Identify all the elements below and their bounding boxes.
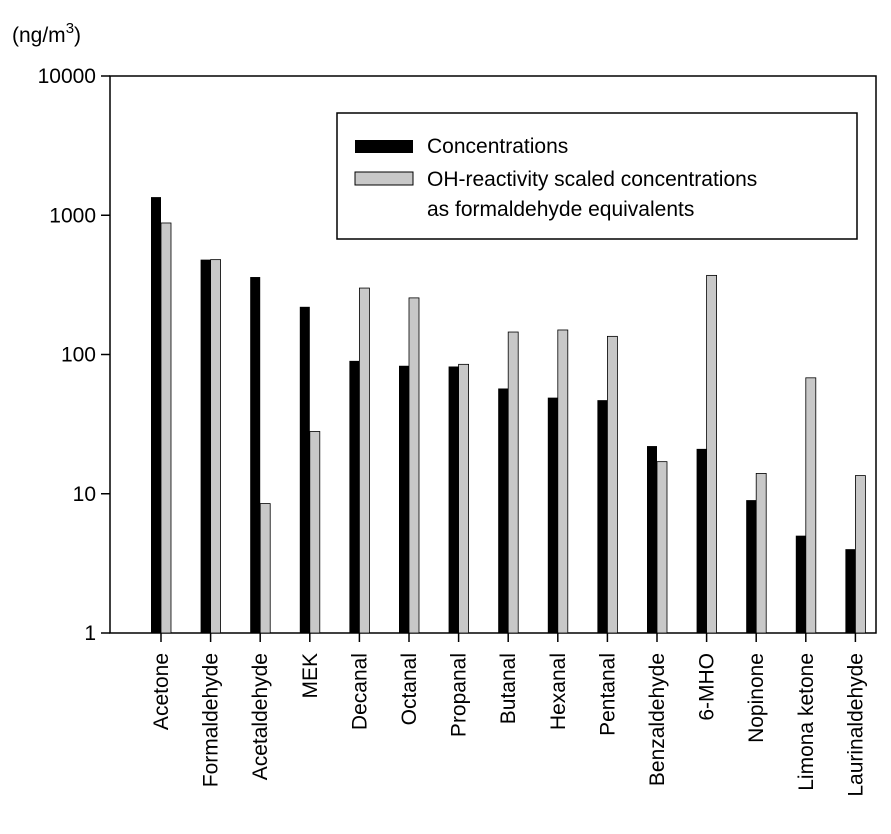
legend-box (336, 112, 858, 240)
legend-label-oh-reactivity-line1: OH-reactivity scaled concentrations (427, 168, 757, 191)
bar-limona-ketone-series-1 (795, 535, 806, 633)
bar-laurinaldehyde-series-2 (855, 475, 866, 634)
bar-butanal-series-1 (498, 388, 509, 633)
bar-6-mho-series-1 (696, 448, 707, 633)
bar-octanal-series-1 (399, 365, 409, 633)
x-tick-label: Pentanal (596, 653, 619, 736)
legend: Concentrations OH-reactivity scaled conc… (336, 112, 858, 240)
y-tick-label: 1 (84, 622, 96, 645)
y-axis-label-superscript: 3 (66, 20, 74, 37)
y-tick-label: 100 (61, 344, 96, 367)
bar-propanal-series-1 (448, 366, 459, 633)
x-tick-label: Octanal (398, 653, 421, 725)
x-tick-label: Formaldehyde (200, 653, 223, 787)
bar-acetaldehyde-series-2 (259, 503, 271, 634)
bar-6-mho-series-2 (706, 274, 717, 634)
bar-formaldehyde-series-1 (200, 259, 211, 633)
bar-acetone-series-1 (151, 197, 161, 634)
bar-pentanal-series-2 (607, 335, 618, 634)
y-axis: 1 10 100 1000 10000 (38, 65, 110, 645)
bar-octanal-series-2 (408, 297, 420, 634)
y-axis-label: (ng/m3) (12, 20, 81, 47)
x-tick-label: Butanal (497, 653, 520, 724)
x-tick-label: MEK (299, 653, 322, 699)
legend-label-concentrations: Concentrations (427, 135, 568, 158)
y-tick-label: 10000 (38, 65, 96, 88)
legend-swatch-oh-reactivity (354, 171, 414, 186)
bar-mek-series-2 (309, 431, 321, 634)
x-tick-label: Limona ketone (795, 653, 818, 791)
x-tick-label: Acetaldehyde (249, 653, 272, 780)
bar-laurinaldehyde-series-1 (845, 549, 856, 633)
bar-nopinone-series-1 (746, 500, 757, 633)
bar-benzaldehyde-series-2 (656, 461, 668, 634)
x-tick-label: Benzaldehyde (646, 653, 669, 786)
x-axis-labels: Acetone Formaldehyde Acetaldehyde MEK Decana… (150, 633, 867, 797)
bar-butanal-series-2 (507, 331, 519, 634)
x-tick-label: Nopinone (745, 653, 768, 743)
bar-benzaldehyde-series-1 (647, 446, 657, 633)
bar-formaldehyde-series-2 (210, 259, 222, 634)
bar-hexanal-series-2 (557, 329, 569, 634)
legend-swatch-concentrations (355, 140, 413, 153)
y-tick-label: 1000 (49, 204, 96, 227)
y-tick-label: 10 (73, 483, 96, 506)
bar-decanal-series-2 (358, 287, 370, 634)
x-tick-label: Acetone (150, 653, 173, 730)
x-tick-label: Propanal (448, 653, 471, 737)
bar-acetaldehyde-series-1 (250, 277, 261, 633)
bar-acetone-series-2 (160, 222, 172, 634)
bar-pentanal-series-1 (597, 400, 608, 633)
bar-propanal-series-2 (458, 363, 470, 634)
x-tick-label: Laurinaldehyde (844, 653, 867, 797)
bar-nopinone-series-2 (755, 473, 767, 634)
x-tick-label: Decanal (348, 653, 371, 730)
x-tick-label: Hexanal (547, 653, 570, 730)
bars (151, 197, 866, 634)
legend-label-oh-reactivity-line2: as formaldehyde equivalents (427, 198, 694, 221)
bar-decanal-series-1 (349, 360, 360, 633)
bar-limona-ketone-series-2 (805, 377, 817, 634)
x-tick-label: 6-MHO (696, 653, 719, 721)
bar-hexanal-series-1 (547, 397, 558, 633)
bar-mek-series-1 (299, 306, 310, 633)
